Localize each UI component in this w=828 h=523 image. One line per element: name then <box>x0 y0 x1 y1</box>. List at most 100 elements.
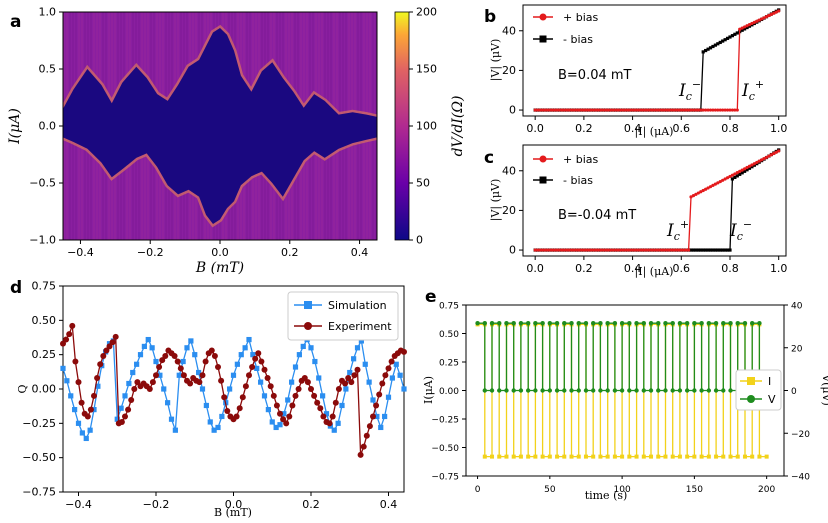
panel-e-y-tick-label: 0.50 <box>439 330 459 340</box>
i-point <box>620 454 625 459</box>
iv-point-plus <box>582 248 586 252</box>
experiment-point <box>320 413 327 420</box>
iv-point-minus <box>699 248 703 252</box>
iv-point-minus <box>747 166 752 170</box>
panel-b-x-tick-label: 1.0 <box>770 122 788 135</box>
simulation-point <box>207 419 213 425</box>
simulation-point <box>219 413 225 420</box>
experiment-point <box>385 365 392 372</box>
simulation-point <box>370 397 376 403</box>
v-point <box>533 320 538 326</box>
panel-b-legend: + bias - bias <box>533 11 598 46</box>
iv-point-plus <box>596 108 601 112</box>
iv-point-minus <box>708 248 713 252</box>
v-point <box>742 320 748 326</box>
v-point <box>735 320 740 326</box>
experiment-point <box>273 402 280 409</box>
iv-point-plus <box>667 248 671 252</box>
iv-point-plus <box>633 108 637 112</box>
panel-e-y-tick-label: −0.50 <box>431 444 459 454</box>
simulation-point <box>331 427 337 433</box>
iv-point-minus <box>708 46 713 50</box>
i-point <box>591 454 596 459</box>
iv-point-plus <box>689 108 693 112</box>
iv-point-plus <box>616 108 620 112</box>
iv-point-plus <box>560 108 564 112</box>
iv-point-plus <box>587 248 591 252</box>
colorbar-label: dV/dI(Ω) <box>450 96 466 157</box>
iv-point-plus <box>655 108 659 112</box>
iv-point-plus <box>757 18 761 22</box>
simulation-point <box>149 345 155 351</box>
i-point <box>706 454 711 459</box>
panel-b-ylabel: |V| (μV) <box>489 39 503 82</box>
iv-point-plus <box>674 108 679 112</box>
iv-point-plus <box>584 248 588 252</box>
panel-d-q: −0.4 −0.2 0.0 0.2 0.4 0.75 0.50 0.25 0.00 −0.25 −… <box>16 280 407 519</box>
i-point <box>677 454 682 459</box>
panel-label-c: c <box>484 148 494 168</box>
i-point <box>490 454 495 459</box>
v-point <box>677 320 683 326</box>
iv-point-plus <box>747 23 752 27</box>
iv-point-plus <box>708 185 713 189</box>
simulation-point <box>358 338 364 344</box>
iv-point-plus <box>609 248 613 252</box>
experiment-point <box>171 353 178 360</box>
simulation-point <box>134 361 140 367</box>
experiment-point <box>103 347 110 354</box>
v-point <box>598 388 603 393</box>
simulation-point <box>320 393 326 399</box>
simulation-point <box>238 352 244 358</box>
panel-e-x-tick-label: 200 <box>758 485 775 495</box>
iv-point-plus <box>645 108 649 112</box>
panel-d-legend: Simulation Experiment <box>287 291 399 341</box>
panel-c-y-tick-label: 40 <box>502 164 516 177</box>
iv-point-plus <box>730 108 735 112</box>
simulation-point <box>397 372 403 378</box>
panel-e-ylabel-right: V(μV) <box>820 373 828 406</box>
iv-point-plus <box>587 108 591 112</box>
v-point <box>489 320 495 326</box>
iv-point-plus <box>592 248 596 252</box>
simulation-point <box>289 379 295 385</box>
experiment-point <box>348 379 355 386</box>
legend-plus-bias: + bias <box>563 11 598 24</box>
simulation-point <box>234 361 240 367</box>
iv-point-plus <box>757 159 761 163</box>
v-point <box>497 320 502 326</box>
experiment-point <box>94 375 101 382</box>
simulation-point <box>323 411 330 417</box>
iv-point-plus <box>533 248 537 252</box>
panel-a-x-tick-label: 0.0 <box>211 246 229 259</box>
panel-c-xlabel: |I| (μA) <box>635 265 674 279</box>
iv-point-plus <box>623 108 627 112</box>
v-point <box>670 388 675 393</box>
experiment-point <box>177 365 184 372</box>
iv-point-plus <box>750 21 754 26</box>
iv-point-plus <box>611 248 615 252</box>
iv-point-plus <box>755 19 759 23</box>
iv-point-minus <box>718 248 722 252</box>
iv-point-plus <box>738 27 742 31</box>
iv-point-minus <box>706 248 710 252</box>
simulation-point <box>95 383 101 389</box>
experiment-point <box>125 406 132 413</box>
i-point <box>735 454 740 459</box>
iv-point-minus <box>740 28 744 32</box>
experiment-point <box>376 391 383 398</box>
iv-point-plus <box>611 108 615 112</box>
experiment-point <box>295 386 302 392</box>
panel-e-y-tick-label: −0.25 <box>431 416 459 426</box>
iv-point-minus <box>696 248 700 252</box>
iv-point-minus <box>701 50 705 54</box>
v-point <box>511 388 516 393</box>
panel-a-y-tick-label: 0.5 <box>39 63 57 76</box>
iv-point-plus <box>650 248 654 252</box>
iv-point-minus <box>728 248 732 252</box>
panel-d-y-tick-label: 0.00 <box>32 383 57 396</box>
iv-point-plus <box>613 248 618 252</box>
experiment-point <box>366 423 373 430</box>
i-point <box>721 454 726 459</box>
panel-d-x-tick-label: −0.2 <box>143 498 170 511</box>
